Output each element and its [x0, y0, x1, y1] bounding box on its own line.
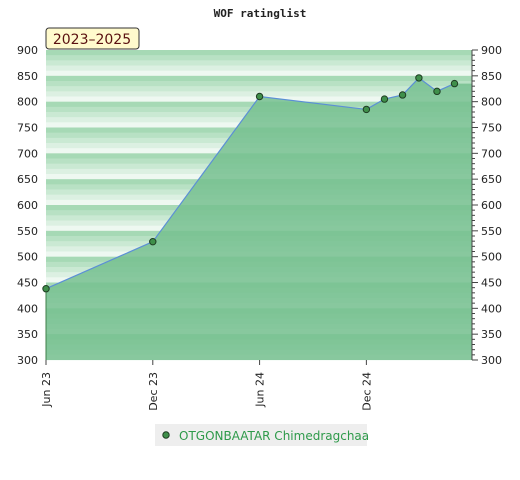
y-tick-label-right: 750 [481, 122, 502, 135]
legend-marker [162, 431, 170, 439]
series-area [46, 77, 472, 361]
background-stripe [46, 55, 472, 61]
data-point [42, 285, 50, 293]
y-tick-label-right: 800 [481, 96, 502, 109]
x-tick-label: Jun 24 [254, 372, 267, 408]
data-point [398, 91, 407, 99]
y-tick-label-right: 600 [481, 199, 502, 212]
y-tick-label-right: 850 [481, 70, 502, 83]
y-tick-label-left: 450 [17, 277, 38, 290]
background-stripe [46, 70, 472, 77]
data-point [450, 79, 459, 88]
y-tick-label-right: 500 [481, 251, 502, 264]
legend-label: OTGONBAATAR Chimedragchaa [179, 429, 369, 443]
data-point [415, 74, 423, 82]
y-tick-label-left: 750 [17, 122, 38, 135]
background-stripe [46, 65, 472, 72]
y-tick-label-left: 550 [17, 225, 38, 238]
axes: 300 300 350 350 400 400 450 450 500 500 550 550 600 6… [17, 44, 502, 411]
y-tick-label-left: 600 [17, 199, 38, 212]
y-tick-label-right: 700 [481, 147, 502, 160]
background-stripe [46, 86, 472, 92]
legend: OTGONBAATAR Chimedragchaa [155, 424, 369, 446]
x-tick-label: Jun 23 [40, 372, 53, 408]
y-tick-label-right: 900 [481, 44, 502, 57]
data-point [362, 105, 371, 114]
y-tick-label-left: 850 [17, 70, 38, 83]
y-tick-label-right: 400 [481, 302, 502, 315]
x-tick-label: Dec 23 [147, 372, 160, 411]
y-tick-label-left: 650 [17, 173, 38, 186]
y-tick-label-right: 300 [481, 354, 502, 367]
y-tick-label-right: 350 [481, 328, 502, 341]
markers [42, 74, 459, 293]
period-badge-box [45, 27, 140, 50]
background-stripe [46, 60, 472, 66]
data-point [380, 95, 389, 103]
x-tick-label: Dec 24 [360, 372, 373, 411]
legend-box [155, 424, 367, 446]
background-stripe [46, 75, 472, 82]
y-tick-label-right: 650 [481, 173, 502, 186]
data-point [149, 237, 157, 246]
y-tick-label-left: 700 [17, 147, 38, 160]
period-badge: 2023–2025 [45, 27, 140, 50]
y-tick-label-left: 800 [17, 96, 38, 109]
background-stripe [46, 50, 472, 56]
chart-title: WOF ratinglist [214, 7, 307, 20]
y-tick-label-left: 400 [17, 302, 38, 315]
period-badge-label: 2023–2025 [53, 32, 131, 48]
y-tick-label-right: 450 [481, 277, 502, 290]
data-point [255, 92, 264, 101]
y-tick-label-left: 300 [17, 354, 38, 367]
y-tick-label-left: 500 [17, 251, 38, 264]
data-point [433, 87, 441, 96]
y-tick-label-right: 550 [481, 225, 502, 238]
background-stripe [46, 81, 472, 87]
y-tick-label-left: 350 [17, 328, 38, 341]
y-tick-label-left: 900 [17, 44, 38, 57]
